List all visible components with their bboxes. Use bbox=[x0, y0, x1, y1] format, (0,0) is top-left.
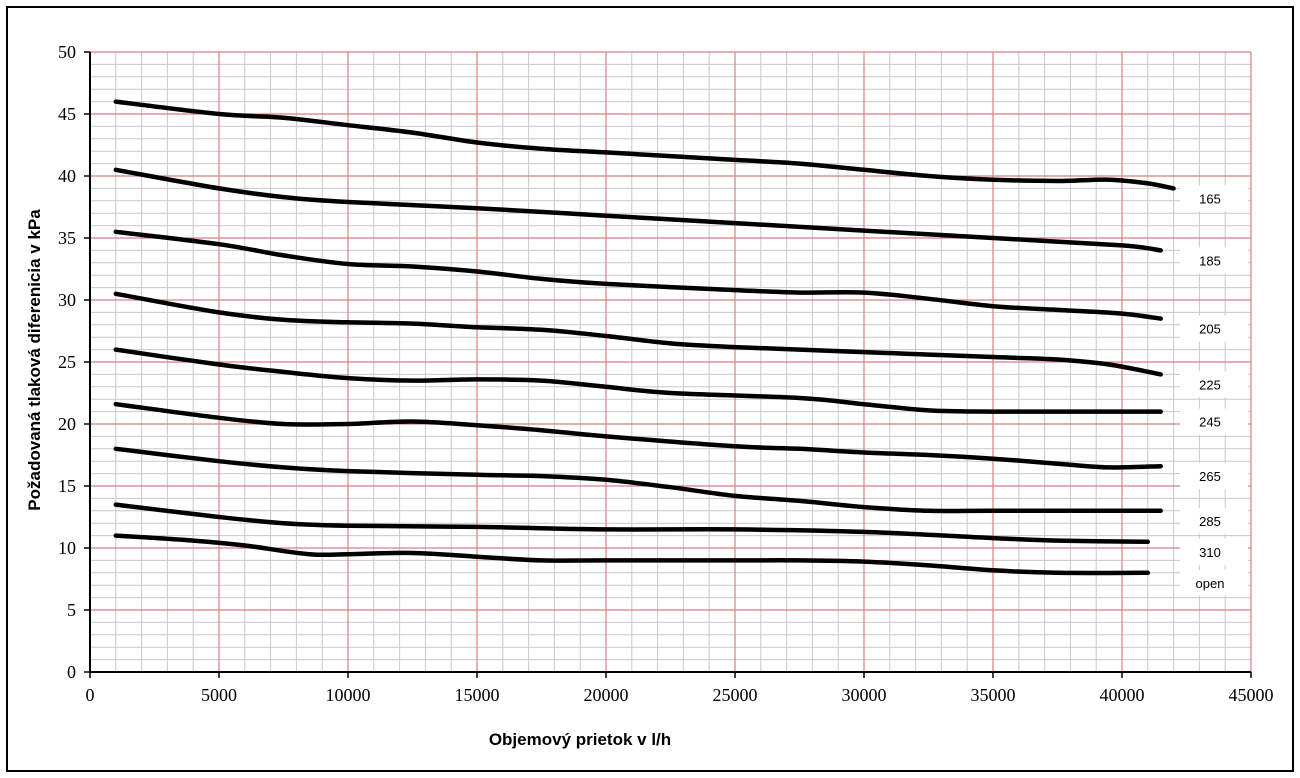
y-tick-label: 45 bbox=[58, 104, 76, 124]
y-tick-label: 15 bbox=[58, 476, 76, 496]
series-label-open: open bbox=[1196, 576, 1225, 591]
series-line-205 bbox=[113, 229, 1163, 321]
y-tick-label: 25 bbox=[58, 352, 76, 372]
series-line-185 bbox=[113, 167, 1163, 253]
series-line-245 bbox=[113, 347, 1163, 414]
series-label-box bbox=[1180, 569, 1248, 596]
series-label-185: 185 bbox=[1199, 253, 1221, 268]
series-label-245: 245 bbox=[1199, 415, 1221, 430]
series-line-open bbox=[113, 533, 1151, 576]
x-tick-label: 5000 bbox=[201, 685, 237, 705]
y-tick-label: 5 bbox=[67, 600, 76, 620]
series-line-165 bbox=[113, 99, 1176, 191]
series-label-box bbox=[1180, 315, 1248, 342]
axes bbox=[84, 51, 1252, 678]
y-tick-label: 40 bbox=[58, 166, 76, 186]
series-label-box bbox=[1180, 463, 1248, 490]
series-label-310: 310 bbox=[1199, 545, 1221, 560]
series-label-boxes bbox=[1180, 185, 1248, 596]
y-tick-label: 35 bbox=[58, 228, 76, 248]
series-label-box bbox=[1180, 408, 1248, 435]
x-tick-label: 35000 bbox=[971, 685, 1016, 705]
x-tick-label: 10000 bbox=[326, 685, 371, 705]
series-line-265 bbox=[113, 401, 1163, 470]
major-grid bbox=[89, 51, 1252, 673]
x-tick-label: 40000 bbox=[1100, 685, 1145, 705]
y-tick-label: 0 bbox=[67, 662, 76, 682]
series-label-205: 205 bbox=[1199, 322, 1221, 337]
chart-frame bbox=[6, 6, 1294, 772]
series-label-box bbox=[1180, 538, 1248, 565]
series-line-285 bbox=[113, 446, 1163, 514]
x-axis-title: Objemový prietok v l/h bbox=[489, 730, 671, 749]
y-tick-label: 30 bbox=[58, 290, 76, 310]
series-label-box bbox=[1180, 247, 1248, 274]
series-label-225: 225 bbox=[1199, 377, 1221, 392]
x-tick-label: 25000 bbox=[713, 685, 758, 705]
series-label-box bbox=[1180, 185, 1248, 212]
series-label-165: 165 bbox=[1199, 191, 1221, 206]
x-tick-label: 20000 bbox=[584, 685, 629, 705]
tick-labels: 0 5000 10000 15000 20000 25000 30000 35000 40000… bbox=[58, 42, 1274, 705]
series-line-310 bbox=[113, 502, 1151, 545]
y-tick-label: 10 bbox=[58, 538, 76, 558]
y-axis-title: Požadovaná tlaková diferenicia v kPa bbox=[25, 209, 44, 511]
x-tick-label: 45000 bbox=[1229, 685, 1274, 705]
y-tick-label: 50 bbox=[58, 42, 76, 62]
series-label-box bbox=[1180, 507, 1248, 534]
y-tick-label: 20 bbox=[58, 414, 76, 434]
series-labels: 165 185 205 225 245 265 285 310 open bbox=[1196, 191, 1225, 590]
series-label-box bbox=[1180, 371, 1248, 398]
series-label-265: 265 bbox=[1199, 469, 1221, 484]
series-lines bbox=[113, 99, 1176, 576]
series-line-225 bbox=[113, 291, 1163, 377]
series-label-285: 285 bbox=[1199, 514, 1221, 529]
x-tick-label: 30000 bbox=[842, 685, 887, 705]
x-tick-label: 15000 bbox=[455, 685, 500, 705]
x-tick-label: 0 bbox=[86, 685, 95, 705]
